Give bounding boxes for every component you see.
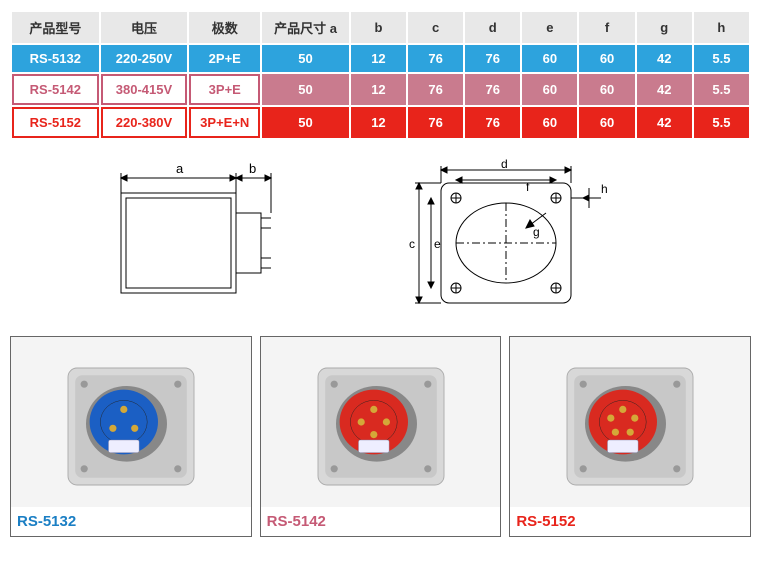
- dim-h: h: [601, 182, 608, 196]
- table-row: RS-5152220-380V3P+E+N501276766060425.5: [12, 107, 749, 138]
- dim-c: c: [409, 237, 415, 251]
- dim-b: b: [249, 161, 256, 176]
- cell-h: 5.5: [694, 45, 749, 72]
- diagram-front-view: d f c e g h: [371, 158, 671, 318]
- diagram-side-view: a b: [91, 158, 311, 308]
- col-c: c: [408, 12, 463, 43]
- cell-model: RS-5152: [12, 107, 99, 138]
- cell-d: 76: [465, 74, 520, 105]
- cell-d: 76: [465, 45, 520, 72]
- product-label: RS-5132: [11, 507, 251, 536]
- col-e: e: [522, 12, 577, 43]
- cell-e: 60: [522, 45, 577, 72]
- col-f: f: [579, 12, 634, 43]
- col-b: b: [351, 12, 406, 43]
- dim-e: e: [434, 237, 441, 251]
- cell-f: 60: [579, 74, 634, 105]
- cell-b: 12: [351, 74, 406, 105]
- cell-poles: 2P+E: [189, 45, 260, 72]
- cell-g: 42: [637, 107, 692, 138]
- col-model: 产品型号: [12, 12, 99, 43]
- cell-f: 60: [579, 107, 634, 138]
- cell-a: 50: [262, 45, 349, 72]
- cell-voltage: 220-250V: [101, 45, 188, 72]
- product-box: RS-5152: [509, 336, 751, 537]
- cell-c: 76: [408, 107, 463, 138]
- col-voltage: 电压: [101, 12, 188, 43]
- cell-model: RS-5142: [12, 74, 99, 105]
- product-label: RS-5152: [510, 507, 750, 536]
- product-box: RS-5142: [260, 336, 502, 537]
- cell-voltage: 220-380V: [101, 107, 188, 138]
- cell-d: 76: [465, 107, 520, 138]
- cell-e: 60: [522, 107, 577, 138]
- cell-g: 42: [637, 45, 692, 72]
- col-a: 产品尺寸 a: [262, 12, 349, 43]
- cell-b: 12: [351, 45, 406, 72]
- table-row: RS-5142380-415V3P+E501276766060425.5: [12, 74, 749, 105]
- cell-b: 12: [351, 107, 406, 138]
- product-box: RS-5132: [10, 336, 252, 537]
- cell-h: 5.5: [694, 107, 749, 138]
- col-h: h: [694, 12, 749, 43]
- product-gallery: RS-5132 RS-5142 RS-5152: [10, 336, 751, 537]
- col-poles: 极数: [189, 12, 260, 43]
- dim-d: d: [501, 158, 508, 171]
- col-g: g: [637, 12, 692, 43]
- cell-voltage: 380-415V: [101, 74, 188, 105]
- cell-g: 42: [637, 74, 692, 105]
- dim-a: a: [176, 161, 184, 176]
- table-header-row: 产品型号 电压 极数 产品尺寸 a b c d e f g h: [12, 12, 749, 43]
- cell-c: 76: [408, 45, 463, 72]
- product-image: [11, 337, 251, 507]
- cell-poles: 3P+E: [189, 74, 260, 105]
- technical-diagrams: a b: [10, 158, 751, 318]
- cell-h: 5.5: [694, 74, 749, 105]
- table-row: RS-5132220-250V2P+E501276766060425.5: [12, 45, 749, 72]
- cell-a: 50: [262, 74, 349, 105]
- dim-f: f: [526, 180, 530, 194]
- product-image: [510, 337, 750, 507]
- cell-c: 76: [408, 74, 463, 105]
- product-image: [261, 337, 501, 507]
- dimensions-table: 产品型号 电压 极数 产品尺寸 a b c d e f g h RS-51322…: [10, 10, 751, 140]
- cell-e: 60: [522, 74, 577, 105]
- cell-model: RS-5132: [12, 45, 99, 72]
- col-d: d: [465, 12, 520, 43]
- cell-a: 50: [262, 107, 349, 138]
- cell-poles: 3P+E+N: [189, 107, 260, 138]
- cell-f: 60: [579, 45, 634, 72]
- dim-g: g: [533, 225, 540, 239]
- product-label: RS-5142: [261, 507, 501, 536]
